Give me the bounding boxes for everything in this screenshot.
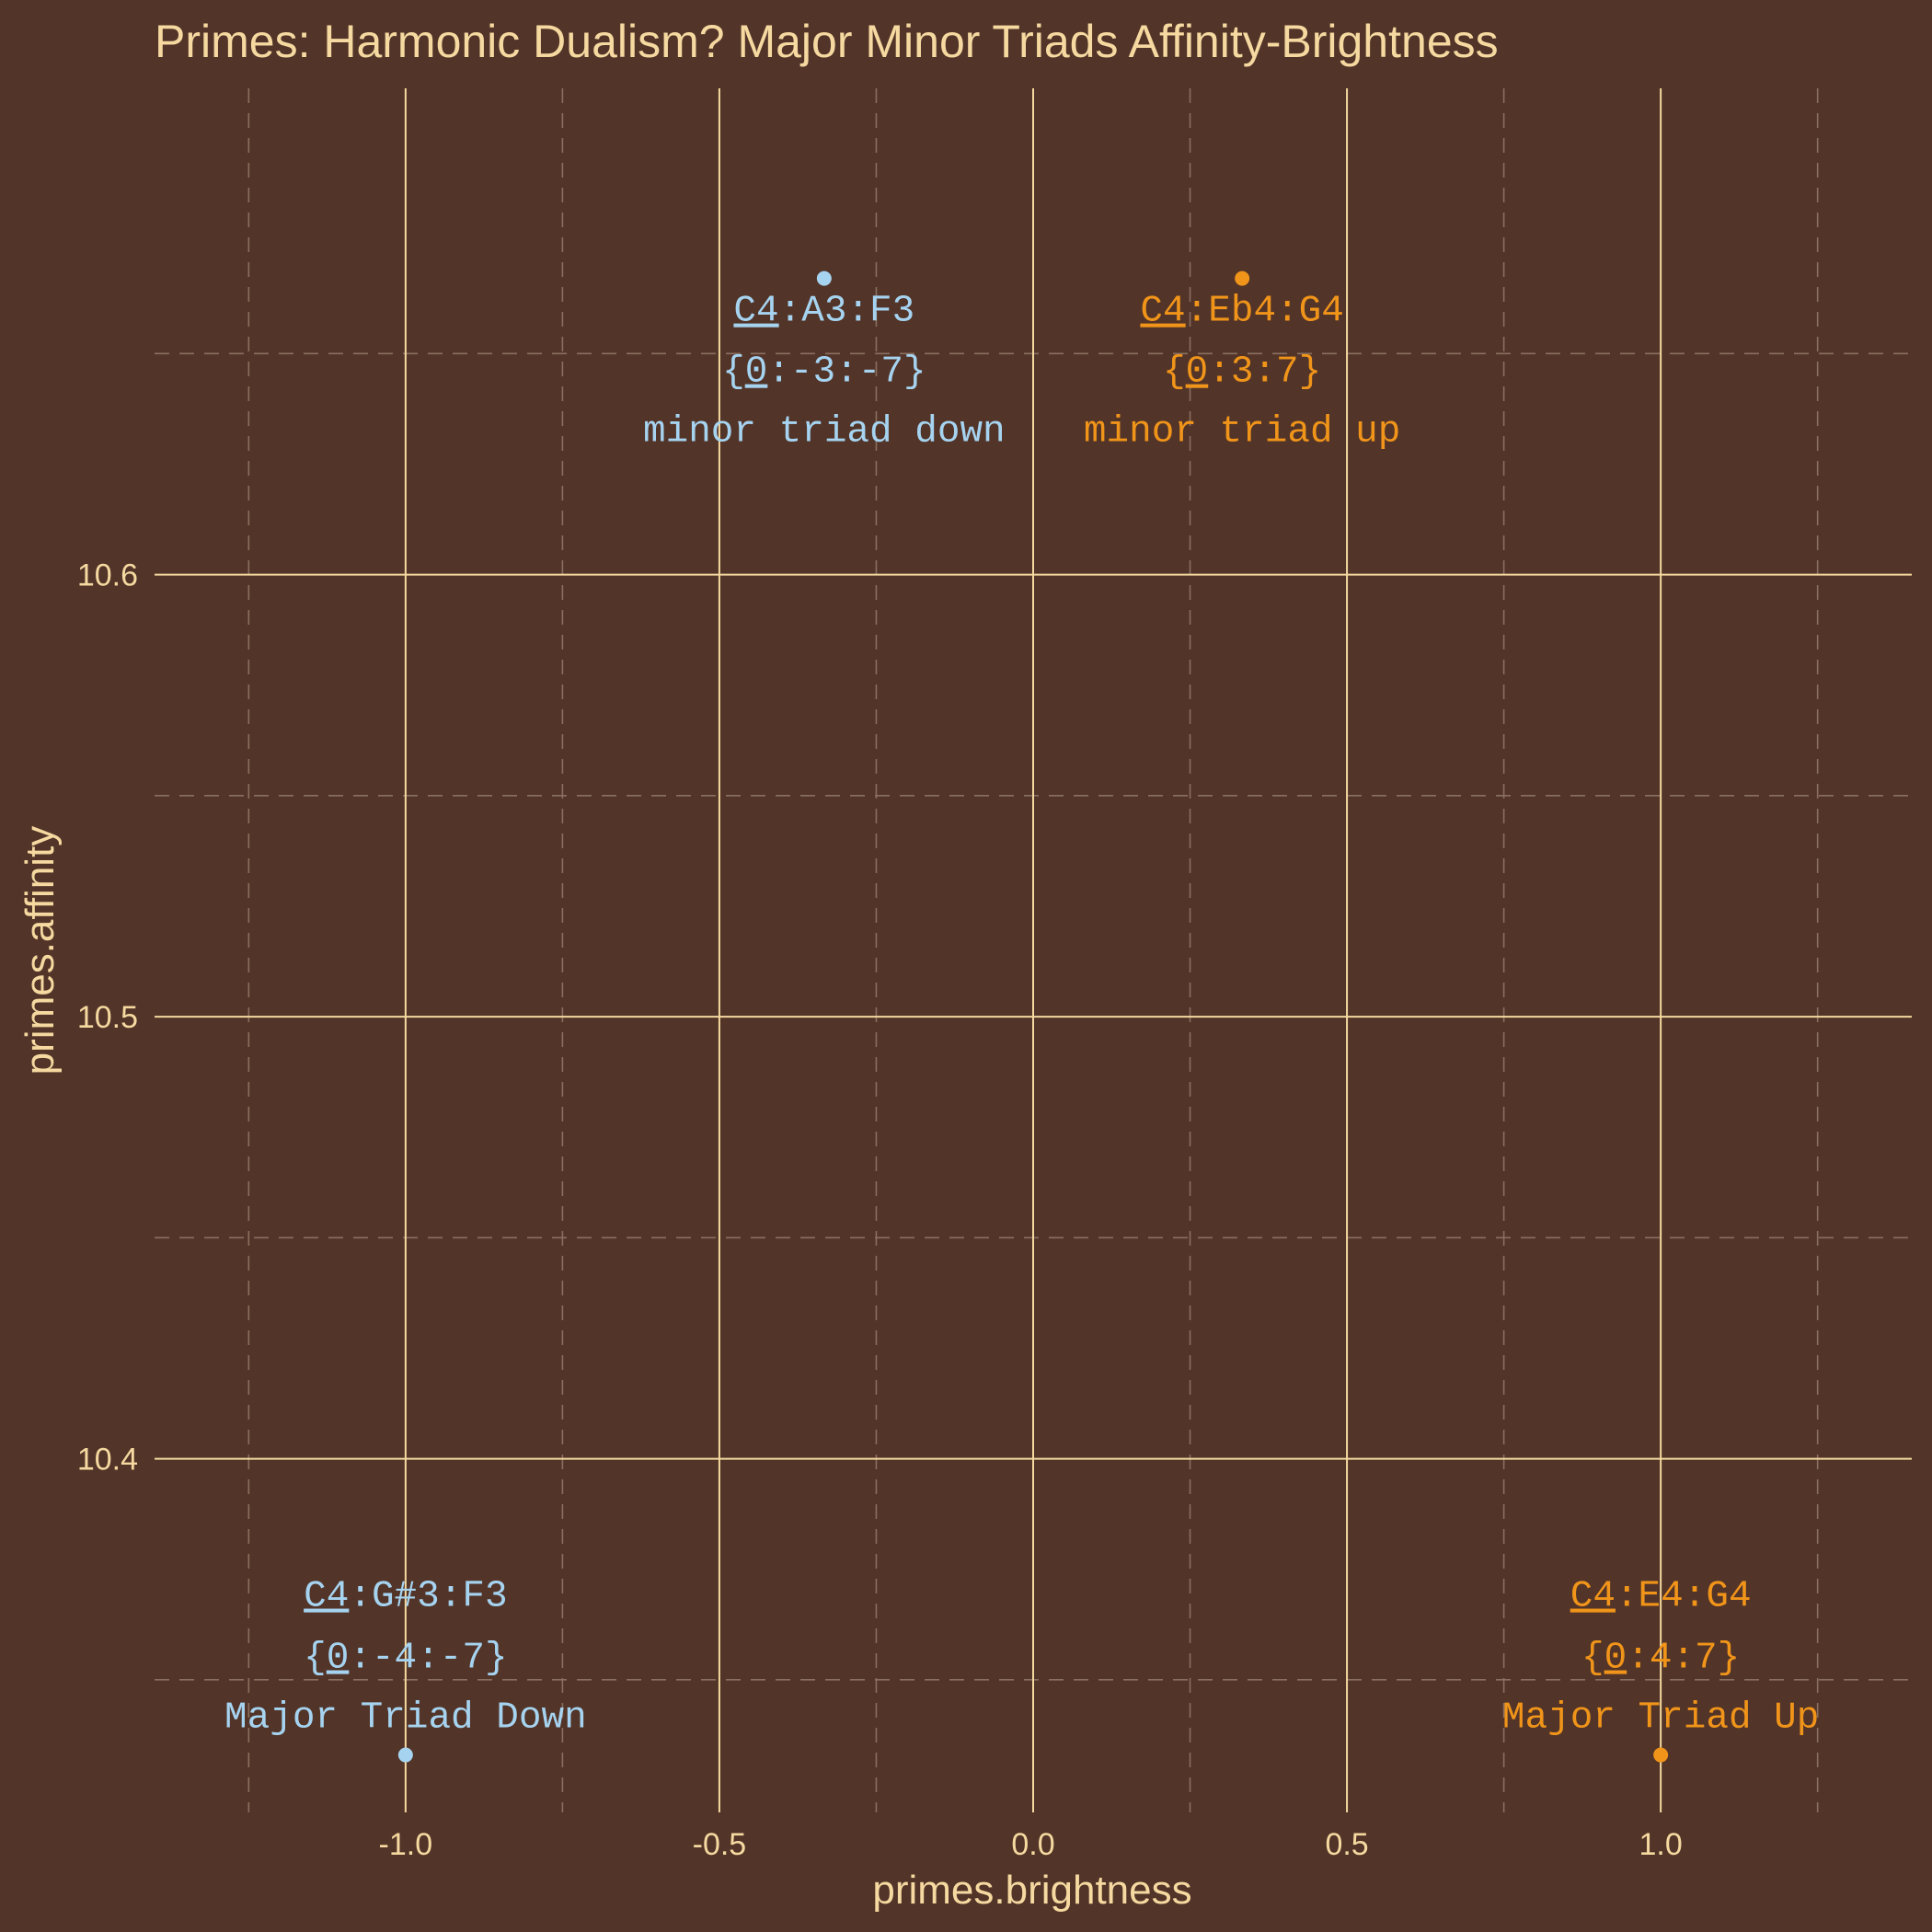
data-point-group: C4:Eb4:G4{0:3:7}minor triad up [1084,270,1400,454]
data-point [1235,270,1250,286]
root-note: C4 [1570,1576,1616,1618]
grid-lines [155,88,1912,1812]
point-name-label: Major Triad Down [224,1697,587,1740]
x-axis-title: primes.brightness [872,1868,1191,1913]
other-notes: :Eb4:G4 [1186,291,1344,333]
point-name-label: Major Triad Up [1502,1697,1819,1740]
data-point-group: C4:G#3:F3 {0:-4:-7} Major Triad Down [224,1576,587,1763]
other-intervals: :-4:-7} [349,1638,507,1680]
root-interval: 0 [1186,351,1209,394]
data-point [397,1747,413,1763]
chart-title: Primes: Harmonic Dualism? Major Minor Tr… [155,16,1499,67]
interval-open-brace: { [304,1638,327,1680]
other-notes: :A3:F3 [779,291,915,333]
root-note: C4 [733,291,778,333]
x-tick-label: -1.0 [379,1827,433,1862]
y-tick-label: 10.5 [77,1000,138,1035]
y-tick-label: 10.6 [77,558,138,593]
point-name-label: minor triad down [643,411,1006,454]
point-intervals-label: {0:-4:-7} [304,1638,507,1680]
x-tick-label: -0.5 [693,1827,747,1862]
root-interval: 0 [745,351,768,394]
point-notes-label: C4:Eb4:G4 [1140,291,1343,333]
y-axis-title: primes.affinity [17,826,63,1075]
interval-open-brace: { [722,351,745,394]
root-note: C4 [1140,291,1185,333]
data-point [816,270,832,286]
x-tick-label: 1.0 [1639,1827,1683,1862]
point-notes-label: C4:E4:G4 [1570,1576,1752,1618]
other-intervals: :-3:-7} [767,351,926,394]
other-notes: :E4:G4 [1616,1576,1752,1618]
point-notes-label: C4:A3:F3 [733,291,914,333]
y-tick-label: 10.4 [77,1443,138,1478]
axis-ticks: -1.0 -0.5 0.0 0.5 1.0 10.4 10.5 10.6 [77,558,1683,1862]
point-notes-label: C4:G#3:F3 [304,1576,507,1618]
interval-open-brace: { [1163,351,1186,394]
data-point [1653,1747,1669,1763]
root-interval: 0 [327,1638,350,1680]
data-points: C4:G#3:F3{0:-4:-7}Major Triad DownC4:E4:… [224,270,1819,1763]
x-tick-label: 0.0 [1011,1827,1054,1862]
point-intervals-label: {0:3:7} [1163,351,1321,394]
other-intervals: :3:7} [1208,351,1321,394]
point-intervals-label: {0:4:7} [1581,1638,1740,1680]
data-point-group: C4:A3:F3 {0:-3:-7} minor triad down [643,270,1006,454]
x-tick-label: 0.5 [1325,1827,1368,1862]
root-note: C4 [304,1576,349,1618]
other-intervals: :4:7} [1627,1638,1740,1680]
point-intervals-label: {0:-3:-7} [722,351,926,394]
data-point-group: C4:E4:G4 {0:4:7} Major Triad Up [1502,1576,1819,1763]
root-interval: 0 [1604,1638,1627,1680]
point-name-label: minor triad up [1084,411,1400,454]
other-notes: :G#3:F3 [349,1576,507,1618]
interval-open-brace: { [1581,1638,1604,1680]
